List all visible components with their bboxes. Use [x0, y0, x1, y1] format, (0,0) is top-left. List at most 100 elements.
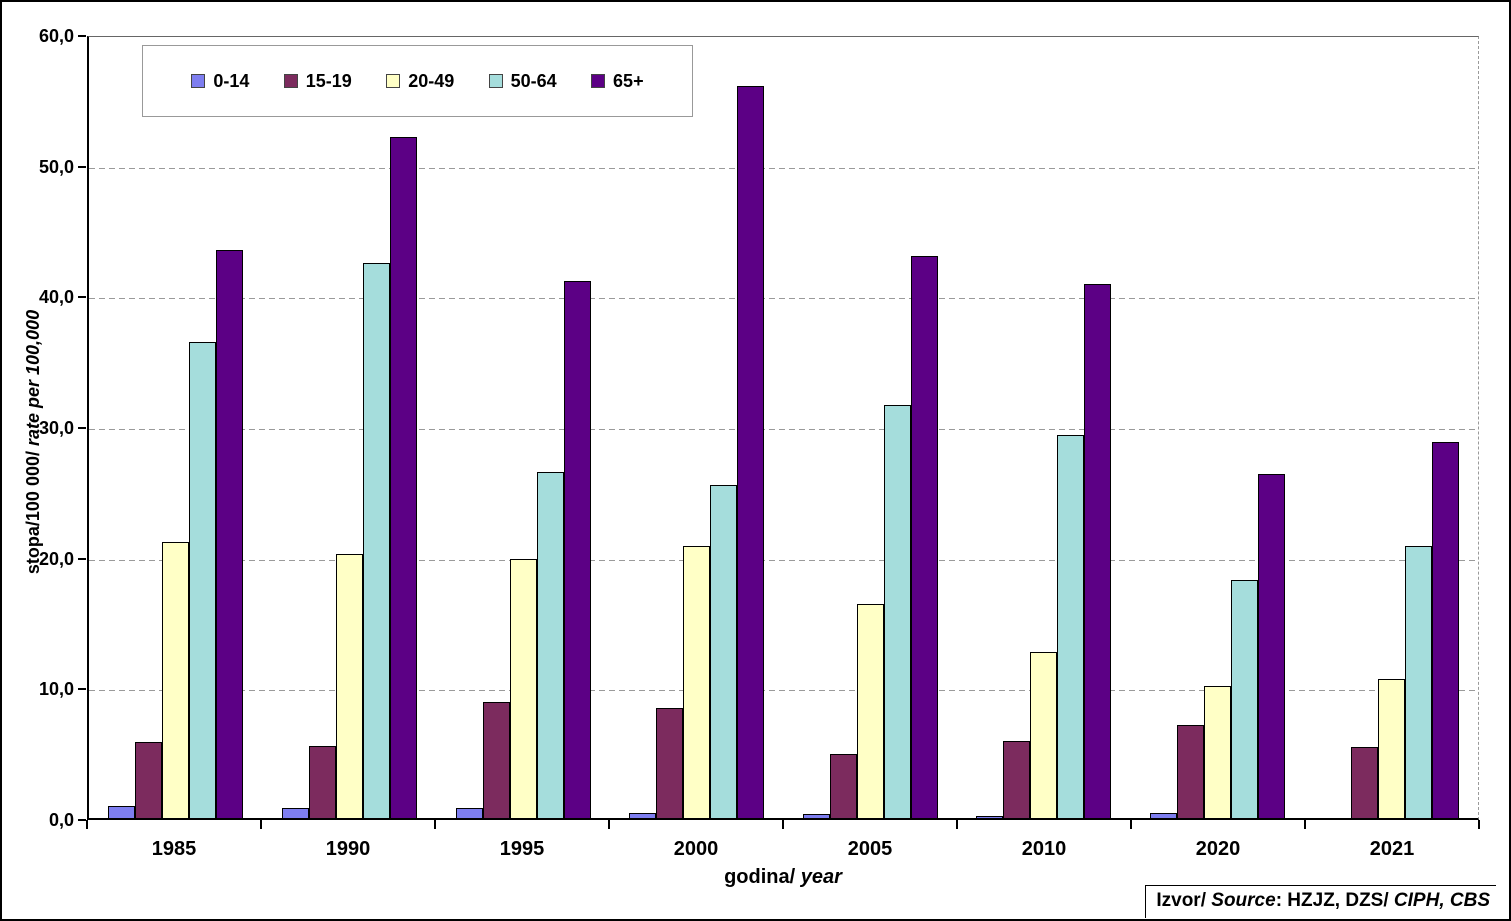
bar-0-14-2010 [976, 816, 1004, 818]
source-prefix: Izvor/ [1156, 890, 1212, 911]
bar-65+-2020 [1258, 474, 1286, 818]
bar-15-19-1985 [135, 742, 163, 818]
source-note: Izvor/ Source: HZJZ, DZS/ CIPH, CBS [1145, 885, 1496, 918]
gridline-10 [89, 690, 1478, 692]
bar-50-64-1990 [362, 263, 390, 818]
gridline-50 [89, 167, 1478, 169]
bar-15-19-2010 [1003, 741, 1031, 818]
bar-65+-1985 [216, 250, 244, 818]
category-2000 [610, 37, 784, 818]
x-axis-title-italic: year [800, 866, 842, 888]
x-tick-3 [608, 820, 610, 829]
bar-0-14-1985 [108, 806, 136, 818]
x-tick-7 [1304, 820, 1306, 829]
bar-15-19-1990 [308, 746, 336, 818]
y-tick-20 [78, 557, 86, 560]
legend-swatch-20-49 [386, 74, 401, 88]
y-tick-60 [78, 35, 86, 37]
x-tick-2 [434, 820, 436, 829]
bar-20-49-1990 [335, 554, 363, 818]
bar-50-64-1985 [189, 342, 217, 818]
x-axis-title: godina/ year [87, 866, 1479, 889]
bar-0-14-1995 [455, 808, 483, 818]
x-tick-4 [782, 820, 784, 829]
category-2021 [1304, 37, 1478, 818]
legend-label-15-19: 15-19 [305, 70, 352, 91]
x-tick-0 [86, 820, 88, 829]
y-tick-label-50: 50,0 [38, 156, 74, 177]
source-end: CIPH, CBS [1393, 890, 1490, 911]
bar-20-49-2020 [1204, 686, 1232, 818]
y-tick-50 [78, 165, 86, 168]
plot-area [87, 36, 1479, 820]
legend-item-0-14: 0-14 [191, 71, 249, 92]
bar-65+-2000 [737, 86, 765, 818]
y-tick-label-20: 20,0 [38, 548, 74, 569]
x-axis-title-normal: godina/ [724, 866, 801, 888]
bar-15-19-2005 [829, 754, 857, 818]
bar-20-49-2005 [856, 604, 884, 818]
bar-0-14-2000 [629, 813, 657, 818]
legend-label-50-64: 50-64 [510, 70, 557, 91]
legend-swatch-15-19 [283, 74, 298, 88]
bar-0-14-1990 [281, 808, 309, 818]
bar-50-64-2020 [1231, 580, 1259, 818]
bar-65+-2005 [910, 256, 938, 818]
bar-20-49-2010 [1030, 652, 1058, 818]
x-tick-5 [956, 820, 958, 829]
bar-65+-1990 [389, 137, 417, 818]
bar-15-19-2021 [1350, 747, 1378, 818]
x-label-1985: 1985 [151, 838, 197, 860]
legend-item-15-19: 15-19 [283, 70, 352, 92]
x-label-2010: 2010 [1021, 838, 1067, 860]
bar-20-49-1995 [509, 559, 537, 818]
category-2005 [784, 37, 958, 818]
source-word: Source [1211, 890, 1276, 911]
bar-15-19-2000 [656, 708, 684, 818]
bars-row [89, 37, 1478, 818]
category-1985 [89, 37, 263, 818]
legend-item-65+: 65+ [591, 71, 644, 92]
x-label-2005: 2005 [847, 838, 893, 860]
category-2020 [1131, 37, 1305, 818]
bar-0-14-2020 [1150, 813, 1178, 818]
bar-50-64-2000 [710, 485, 738, 818]
gridline-40 [89, 298, 1478, 300]
legend-label-20-49: 20-49 [408, 70, 455, 91]
legend-swatch-65+ [591, 74, 606, 88]
category-2010 [957, 37, 1131, 818]
bar-50-64-2021 [1404, 546, 1432, 818]
bar-65+-1995 [563, 281, 591, 818]
legend-label-65+: 65+ [613, 70, 644, 91]
bar-50-64-1995 [536, 472, 564, 818]
source-mid: : HZJZ, DZS/ [1275, 890, 1394, 911]
x-label-1990: 1990 [325, 838, 371, 860]
bar-65+-2010 [1084, 284, 1112, 818]
y-tick-label-30: 30,0 [38, 418, 74, 438]
y-tick-label-60: 60,0 [38, 26, 74, 46]
x-axis-labels: 1985 1990 1995 2000 2005 2010 2020 2021 [87, 838, 1479, 861]
bar-20-49-2021 [1377, 679, 1405, 818]
bar-15-19-2020 [1177, 725, 1205, 818]
y-tick-30 [78, 427, 86, 429]
y-tick-0 [78, 819, 86, 821]
bar-20-49-1985 [162, 542, 190, 818]
bar-0-14-2005 [802, 814, 830, 818]
bar-20-49-2000 [683, 546, 711, 818]
y-tick-label-10: 10,0 [38, 679, 74, 700]
bar-50-64-2010 [1057, 435, 1085, 818]
x-label-2020: 2020 [1195, 838, 1241, 860]
x-label-1995: 1995 [499, 838, 545, 860]
legend-swatch-50-64 [488, 74, 503, 88]
legend-label-0-14: 0-14 [213, 70, 250, 91]
x-tick-1 [260, 820, 262, 829]
y-tick-40 [78, 296, 86, 299]
gridline-30 [89, 429, 1478, 430]
x-tick-8 [1478, 820, 1480, 829]
x-label-2021: 2021 [1369, 838, 1415, 860]
bar-65+-2021 [1431, 442, 1459, 818]
legend-swatch-0-14 [191, 74, 206, 88]
x-tick-6 [1130, 820, 1132, 829]
legend-item-50-64: 50-64 [488, 70, 557, 92]
legend-item-20-49: 20-49 [386, 71, 454, 92]
